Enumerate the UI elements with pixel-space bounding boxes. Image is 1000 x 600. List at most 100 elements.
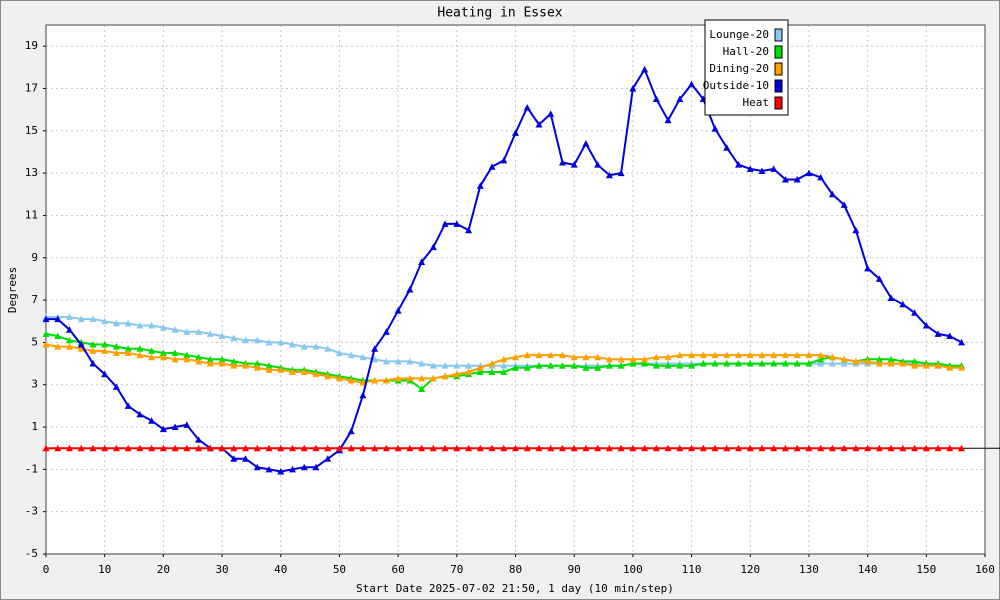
x-tick-label: 30: [215, 563, 228, 576]
x-axis-label: Start Date 2025-07-02 21:50, 1 day (10 m…: [356, 582, 674, 595]
point-marker: [242, 455, 250, 462]
point-marker: [594, 364, 602, 371]
point-marker: [570, 362, 578, 369]
chart-title: Heating in Essex: [437, 6, 562, 21]
point-marker: [688, 80, 696, 88]
point-marker: [652, 444, 660, 452]
point-marker: [394, 374, 402, 382]
x-tick-label: 110: [682, 563, 702, 576]
point-marker: [558, 159, 566, 166]
point-marker: [371, 355, 379, 363]
point-marker: [418, 360, 426, 367]
point-marker: [65, 444, 73, 452]
point-marker: [42, 330, 50, 337]
point-marker: [335, 374, 343, 382]
point-marker: [488, 444, 496, 452]
point-marker: [500, 156, 508, 164]
point-marker: [359, 391, 367, 399]
x-tick-label: 80: [509, 563, 522, 576]
x-tick-label: 120: [740, 563, 760, 576]
point-marker: [101, 347, 109, 354]
point-marker: [911, 362, 919, 369]
point-marker: [183, 351, 191, 359]
point-marker: [359, 379, 367, 386]
point-marker: [547, 362, 555, 369]
point-marker: [828, 190, 836, 198]
point-marker: [347, 351, 355, 359]
point-marker: [535, 351, 543, 359]
point-marker: [277, 338, 285, 346]
point-marker: [465, 226, 473, 234]
point-marker: [300, 343, 308, 350]
point-marker: [805, 444, 813, 452]
point-marker: [218, 360, 226, 367]
point-marker: [770, 351, 778, 359]
point-marker: [887, 294, 895, 301]
point-marker: [746, 360, 754, 367]
point-marker: [335, 444, 343, 452]
point-marker: [934, 444, 942, 452]
point-marker: [781, 351, 789, 359]
point-marker: [65, 313, 73, 321]
point-marker: [746, 444, 754, 452]
point-marker: [300, 463, 308, 471]
point-marker: [476, 364, 484, 371]
point-marker: [171, 423, 179, 431]
point-marker: [54, 332, 62, 340]
point-marker: [758, 444, 766, 452]
point-marker: [641, 444, 649, 452]
point-marker: [265, 465, 273, 473]
point-marker: [676, 95, 684, 103]
x-tick-label: 20: [157, 563, 170, 576]
point-marker: [382, 376, 390, 384]
point-marker: [852, 357, 860, 365]
point-marker: [429, 374, 437, 382]
point-marker: [500, 362, 508, 369]
point-marker: [112, 319, 120, 327]
point-marker: [206, 444, 214, 452]
point-marker: [195, 444, 203, 452]
point-marker: [688, 351, 696, 359]
point-marker: [206, 355, 214, 363]
point-marker: [875, 360, 883, 367]
point-marker: [946, 364, 954, 371]
point-marker: [922, 362, 930, 369]
point-marker: [746, 165, 754, 172]
point-marker: [230, 334, 238, 342]
x-tick-label: 50: [333, 563, 346, 576]
point-marker: [136, 444, 144, 452]
point-marker: [476, 444, 484, 452]
point-marker: [805, 351, 813, 359]
point-marker: [535, 362, 543, 369]
point-marker: [230, 444, 238, 452]
point-marker: [828, 360, 836, 367]
point-marker: [641, 65, 649, 73]
point-marker: [958, 364, 966, 371]
point-marker: [300, 444, 308, 452]
point-marker: [277, 444, 285, 452]
point-marker: [265, 366, 273, 373]
point-marker: [817, 444, 825, 452]
point-marker: [195, 328, 203, 335]
point-marker: [206, 360, 214, 367]
y-tick-label: 9: [31, 251, 38, 264]
point-marker: [136, 410, 144, 418]
x-tick-label: 0: [43, 563, 50, 576]
point-marker: [512, 444, 519, 452]
point-marker: [124, 402, 132, 409]
point-marker: [899, 360, 907, 367]
point-marker: [488, 163, 496, 170]
point-marker: [324, 345, 332, 352]
point-marker: [629, 360, 637, 367]
point-marker: [817, 355, 825, 363]
point-marker: [371, 345, 379, 352]
point-marker: [629, 355, 637, 363]
point-marker: [218, 332, 226, 340]
point-marker: [242, 444, 250, 452]
point-marker: [148, 347, 156, 354]
point-marker: [840, 201, 848, 208]
point-marker: [136, 321, 144, 329]
point-marker: [735, 351, 743, 359]
point-marker: [148, 321, 156, 329]
